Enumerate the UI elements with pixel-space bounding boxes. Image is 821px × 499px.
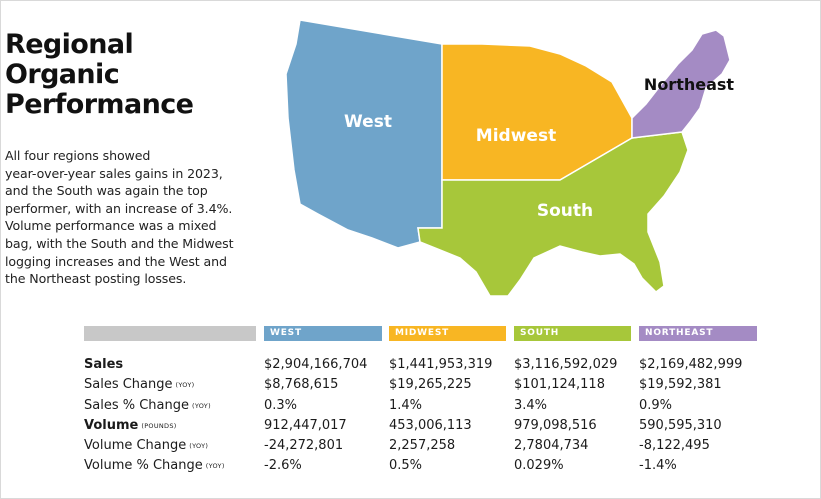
column-header-midwest: MIDWEST	[389, 326, 506, 341]
region-label-midwest: Midwest	[476, 126, 556, 146]
title-line: Performance	[5, 89, 194, 120]
intro-line: year-over-year sales gains in 2023,	[5, 165, 223, 181]
table-row-volume: Volume (POUNDS) 912,447,017 453,006,113 9…	[0, 416, 821, 435]
row-unit: (YOY)	[205, 462, 225, 470]
region-northeast	[631, 29, 731, 139]
region-label-northeast: Northeast	[644, 75, 734, 94]
cell-northeast: -1.4%	[639, 458, 677, 473]
cell-midwest: 2,257,258	[389, 438, 456, 453]
cell-west: 0.3%	[264, 398, 298, 413]
cell-midwest: 1.4%	[389, 398, 423, 413]
cell-northeast: $2,169,482,999	[639, 357, 743, 372]
intro-line: and the South was again the top	[5, 183, 208, 199]
row-unit: (POUNDS)	[141, 422, 177, 430]
row-unit: (YOY)	[175, 381, 195, 389]
cell-south: 2,7804,734	[514, 438, 589, 453]
cell-south: 3.4%	[514, 398, 548, 413]
column-header-west: WEST	[264, 326, 382, 341]
row-label: Volume % Change (YOY)	[84, 458, 225, 473]
title-line: Organic	[5, 59, 120, 90]
intro-line: logging increases and the West and	[5, 253, 227, 269]
cell-south: 0.029%	[514, 458, 564, 473]
row-label: Volume (POUNDS)	[84, 418, 177, 433]
cell-south: 979,098,516	[514, 418, 597, 433]
cell-northeast: 0.9%	[639, 398, 673, 413]
table-row-sales: Sales $2,904,166,704 $1,441,953,319 $3,1…	[0, 355, 821, 374]
row-unit: (YOY)	[192, 402, 211, 410]
table-row-volume-pct-change: Volume % Change (YOY) -2.6% 0.5% 0.029% -…	[0, 456, 821, 475]
title-line: Regional	[5, 29, 134, 60]
row-label: Volume Change (YOY)	[84, 438, 209, 453]
cell-south: $3,116,592,029	[514, 357, 618, 372]
cell-midwest: $1,441,953,319	[389, 357, 493, 372]
region-label-south: South	[537, 201, 593, 221]
intro-line: the Northeast posting losses.	[5, 271, 187, 287]
cell-west: $8,768,615	[264, 377, 339, 392]
table-header-blank	[84, 326, 256, 341]
row-unit: (YOY)	[189, 442, 209, 450]
row-label: Sales	[84, 357, 124, 372]
cell-northeast: -8,122,495	[639, 438, 710, 453]
page-title: Regional Organic Performance	[5, 29, 194, 120]
table-row-volume-change: Volume Change (YOY) -24,272,801 2,257,258…	[0, 436, 821, 455]
row-label: Sales Change (YOY)	[84, 377, 195, 392]
cell-south: $101,124,118	[514, 377, 605, 392]
cell-midwest: $19,265,225	[389, 377, 472, 392]
intro-line: Volume performance was a mixed	[5, 218, 217, 234]
table-row-sales-pct-change: Sales % Change (YOY) 0.3% 1.4% 3.4% 0.9%	[0, 396, 821, 415]
cell-midwest: 453,006,113	[389, 418, 472, 433]
intro-line: performer, with an increase of 3.4%.	[5, 200, 233, 216]
row-label: Sales % Change (YOY)	[84, 398, 211, 413]
region-label-west: West	[344, 112, 392, 132]
column-header-northeast: NORTHEAST	[639, 326, 757, 341]
intro-paragraph: All four regions showed year-over-year s…	[5, 147, 265, 288]
region-west	[285, 19, 443, 249]
cell-west: -24,272,801	[264, 438, 344, 453]
intro-line: bag, with the South and the Midwest	[5, 235, 234, 251]
cell-northeast: 590,595,310	[639, 418, 722, 433]
cell-northeast: $19,592,381	[639, 377, 722, 392]
cell-midwest: 0.5%	[389, 458, 423, 473]
intro-line: All four regions showed	[5, 148, 151, 163]
cell-west: -2.6%	[264, 458, 302, 473]
us-region-map: West Midwest South Northeast	[285, 19, 734, 297]
column-header-south: SOUTH	[514, 326, 631, 341]
cell-west: 912,447,017	[264, 418, 347, 433]
region-south	[417, 131, 689, 297]
table-row-sales-change: Sales Change (YOY) $8,768,615 $19,265,225…	[0, 375, 821, 394]
cell-west: $2,904,166,704	[264, 357, 368, 372]
